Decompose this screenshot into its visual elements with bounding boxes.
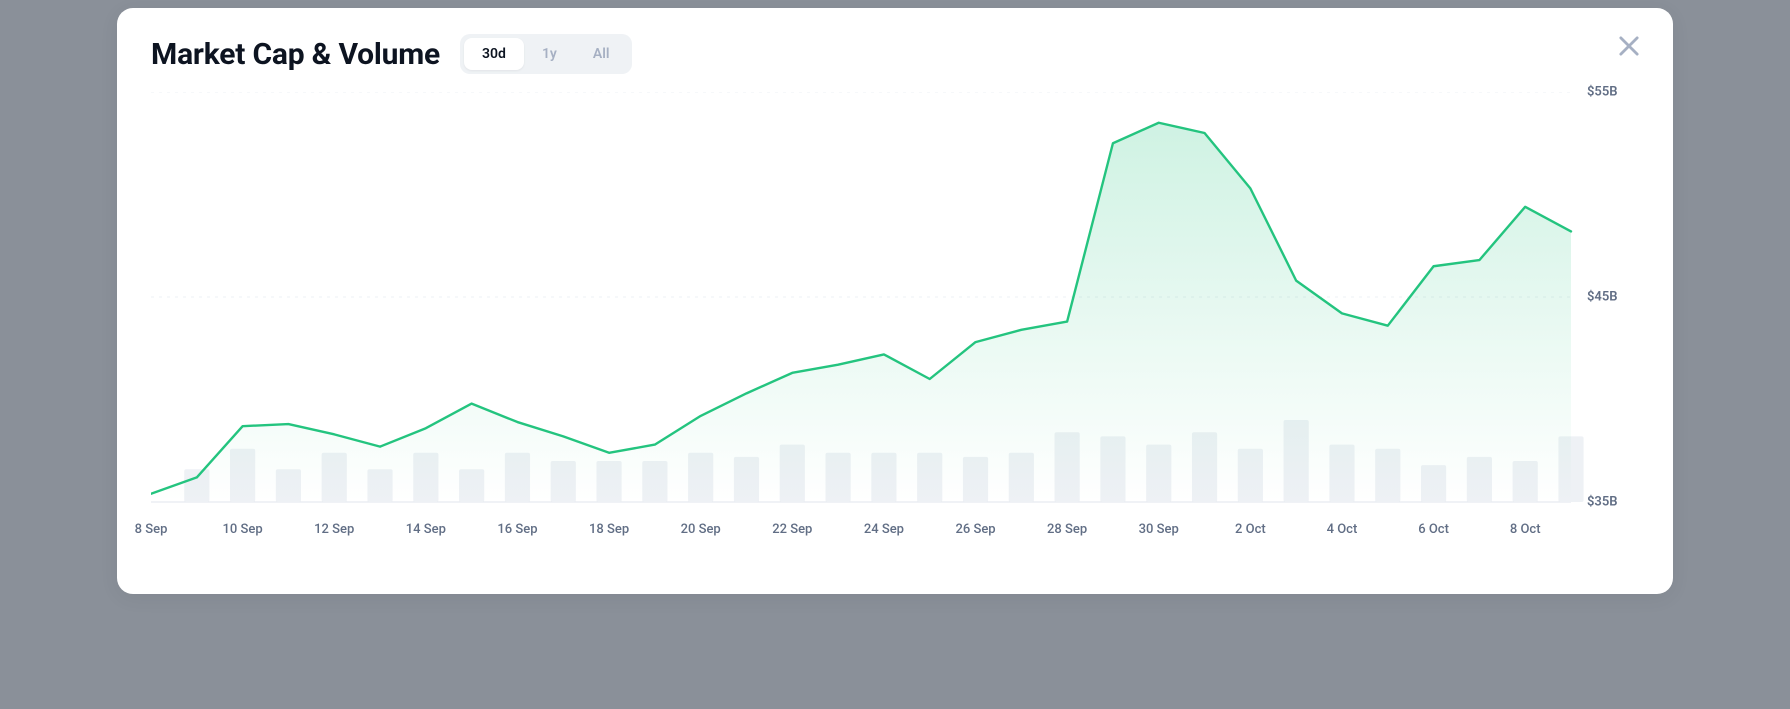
- chart-svg: [151, 92, 1639, 516]
- x-axis-label: 28 Sep: [1047, 522, 1087, 537]
- range-30d[interactable]: 30d: [464, 38, 524, 70]
- x-axis-label: 12 Sep: [314, 522, 354, 537]
- x-axis-label: 16 Sep: [497, 522, 537, 537]
- x-axis-label: 18 Sep: [589, 522, 629, 537]
- card-header: Market Cap & Volume 30d 1y All: [151, 34, 1639, 74]
- x-axis-label: 26 Sep: [955, 522, 995, 537]
- chart-title: Market Cap & Volume: [151, 37, 440, 72]
- chart-card: Market Cap & Volume 30d 1y All $35B $45B $…: [117, 8, 1673, 594]
- range-all[interactable]: All: [575, 38, 628, 70]
- x-axis-label: 22 Sep: [772, 522, 812, 537]
- x-axis-label: 20 Sep: [681, 522, 721, 537]
- x-axis-label: 6 Oct: [1418, 522, 1449, 537]
- x-axis-label: 2 Oct: [1235, 522, 1266, 537]
- x-axis-label: 8 Oct: [1510, 522, 1541, 537]
- x-axis-label: 10 Sep: [223, 522, 263, 537]
- range-selector: 30d 1y All: [460, 34, 631, 74]
- x-axis-label: 8 Sep: [135, 522, 168, 537]
- y-axis-label: $55B: [1587, 85, 1618, 100]
- close-icon[interactable]: [1615, 32, 1643, 60]
- y-axis-label: $35B: [1587, 495, 1618, 510]
- x-axis-label: 24 Sep: [864, 522, 904, 537]
- range-1y[interactable]: 1y: [524, 38, 575, 70]
- x-axis-label: 4 Oct: [1327, 522, 1358, 537]
- y-axis-label: $45B: [1587, 290, 1618, 305]
- chart-area: $35B$45B$55B8 Sep10 Sep12 Sep14 Sep16 Se…: [151, 92, 1639, 520]
- x-axis-label: 14 Sep: [406, 522, 446, 537]
- x-axis-label: 30 Sep: [1139, 522, 1179, 537]
